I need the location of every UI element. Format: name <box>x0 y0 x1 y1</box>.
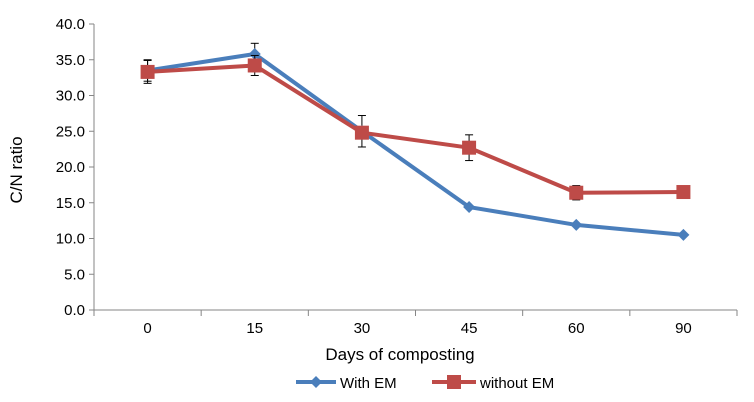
x-axis-title: Days of composting <box>325 345 474 364</box>
data-point <box>140 64 155 79</box>
y-tick-label: 35.0 <box>56 52 85 69</box>
legend-label-with-em: With EM <box>340 375 397 392</box>
data-point <box>354 125 369 140</box>
y-tick-label: 20.0 <box>56 159 85 176</box>
data-point <box>462 140 477 155</box>
x-tick-label: 30 <box>354 320 371 337</box>
series-without-em <box>140 54 691 201</box>
axes: 0.0 5.0 10.0 15.0 20.0 25.0 30.0 35.0 40.0 0 15 30… <box>56 16 738 337</box>
legend: With EM without EM <box>296 375 554 392</box>
data-point <box>569 185 584 200</box>
series-line <box>147 63 684 195</box>
y-tick-label: 15.0 <box>56 195 85 212</box>
x-tick-label: 60 <box>568 320 585 337</box>
y-tick-label: 0.0 <box>64 302 85 319</box>
x-tick-label: 90 <box>675 320 692 337</box>
data-point <box>248 48 261 61</box>
y-ticks: 0.0 5.0 10.0 15.0 20.0 25.0 30.0 35.0 40.0 <box>56 16 94 319</box>
data-point <box>676 185 691 200</box>
legend-square-icon <box>447 375 461 389</box>
legend-item-with-em: With EM <box>296 375 397 392</box>
y-tick-label: 5.0 <box>64 266 85 283</box>
legend-label-without-em: without EM <box>479 375 554 392</box>
data-point <box>463 201 476 214</box>
legend-diamond-icon <box>310 376 322 388</box>
x-ticks: 0 15 30 45 60 90 <box>93 310 738 337</box>
y-tick-label: 10.0 <box>56 231 85 248</box>
y-tick-label: 25.0 <box>56 123 85 140</box>
x-tick-label: 0 <box>143 320 151 337</box>
series-layer <box>140 42 691 241</box>
y-tick-label: 40.0 <box>56 16 85 33</box>
x-tick-label: 45 <box>461 320 478 337</box>
data-point <box>570 218 583 231</box>
data-point <box>247 58 262 73</box>
x-tick-label: 15 <box>246 320 263 337</box>
data-point <box>677 228 690 241</box>
series-line <box>147 52 684 237</box>
y-axis-title: C/N ratio <box>7 136 26 203</box>
legend-item-without-em: without EM <box>432 375 554 392</box>
y-tick-label: 30.0 <box>56 88 85 105</box>
